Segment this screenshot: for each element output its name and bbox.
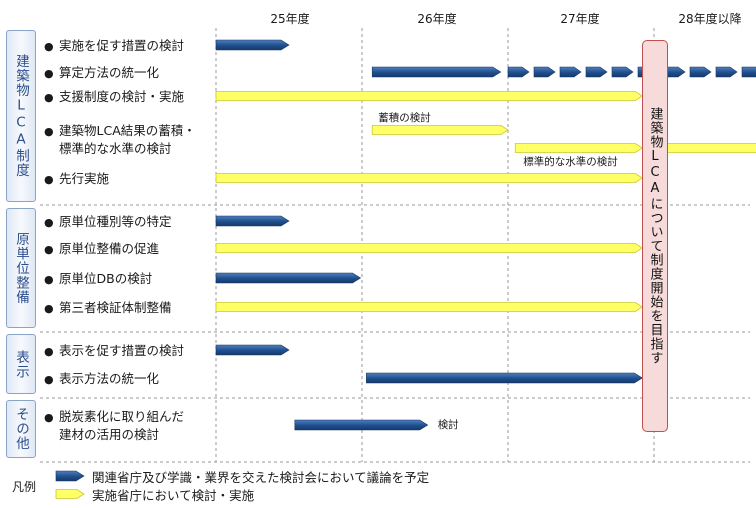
category-label: 建築物LCA制度 (13, 54, 29, 178)
task-label-line: ● 実施を促す措置の検討 (44, 37, 184, 55)
bullet-icon: ● (44, 372, 54, 386)
task-text: 実施を促す措置の検討 (59, 37, 185, 53)
category-box: 表示 (6, 334, 36, 394)
schedule-bar (366, 372, 643, 384)
task-label-line: ● 原単位整備の促進 (44, 240, 159, 258)
category-label: 原単位整備 (13, 231, 29, 305)
task-label: ● 原単位DBの検討 (44, 270, 152, 288)
task-text: 算定方法の統一化 (59, 64, 160, 80)
year-label: 28年度以降 (678, 12, 742, 26)
task-text: 標準的な水準の検討 (59, 141, 172, 156)
schedule-bar (514, 143, 644, 153)
task-label-line: ● 算定方法の統一化 (44, 64, 159, 82)
bar-note: 標準的な水準の検討 (523, 156, 618, 168)
schedule-bar (665, 143, 756, 153)
schedule-bar (215, 272, 362, 284)
year-label: 27年度 (560, 12, 600, 26)
goal-text: 建築物LCAについて制度開始を目指す (647, 107, 663, 365)
task-text: 建築物LCA結果の蓄積・ (59, 123, 196, 138)
task-label: ● 第三者検証体制整備 (44, 299, 172, 317)
task-label-line: ● 表示方法の統一化 (44, 370, 159, 388)
task-label: ● 原単位整備の促進 (44, 240, 159, 258)
task-label: ● 表示を促す措置の検討 (44, 342, 184, 360)
legend-title: 凡例 (12, 480, 37, 494)
schedule-bar (215, 39, 290, 51)
category-box: その他 (6, 400, 36, 458)
bullet-icon: ● (44, 90, 54, 104)
schedule-bar (507, 66, 756, 78)
task-label: ● 原単位種別等の特定 (44, 213, 172, 231)
legend-swatch (55, 470, 85, 482)
task-label-line: ● 脱炭素化に取り組んだ (44, 408, 184, 426)
category-box: 原単位整備 (6, 208, 36, 328)
schedule-bar (215, 243, 644, 253)
task-text: 第三者検証体制整備 (59, 299, 172, 315)
goal-box: 建築物LCAについて制度開始を目指す (642, 40, 668, 432)
bullet-icon: ● (44, 301, 54, 315)
category-label: 表示 (13, 349, 29, 379)
task-label-line: 標準的な水準の検討 (44, 140, 196, 157)
task-label: ● 実施を促す措置の検討 (44, 37, 184, 55)
bullet-icon: ● (44, 172, 54, 186)
task-text: 原単位整備の促進 (59, 240, 160, 256)
bullet-icon: ● (44, 242, 54, 256)
schedule-bar (215, 215, 290, 227)
legend-text: 関連省庁及び学識・業界を交えた検討会において議論を予定 (92, 470, 430, 485)
bullet-icon: ● (44, 272, 54, 286)
schedule-bar (215, 173, 644, 183)
task-text: 先行実施 (59, 170, 110, 186)
year-label: 25年度 (270, 12, 310, 26)
legend-swatch (55, 489, 85, 499)
task-label: ● 算定方法の統一化 (44, 64, 159, 82)
task-label: ● 支援制度の検討・実施 (44, 88, 184, 106)
schedule-bar (215, 302, 644, 312)
task-label: ● 建築物LCA結果の蓄積・ 標準的な水準の検討 (44, 122, 196, 157)
task-text: 建材の活用の検討 (59, 427, 160, 442)
schedule-bar (215, 344, 290, 356)
bullet-icon: ● (44, 66, 54, 80)
task-label-line: 建材の活用の検討 (44, 426, 184, 443)
bullet-icon: ● (44, 125, 54, 138)
task-label-line: ● 支援制度の検討・実施 (44, 88, 184, 106)
bullet-icon: ● (44, 215, 54, 229)
task-label-line: ● 建築物LCA結果の蓄積・ (44, 122, 196, 140)
task-text: 脱炭素化に取り組んだ (59, 409, 185, 424)
task-text: 表示方法の統一化 (59, 370, 160, 386)
bullet-icon: ● (44, 411, 54, 424)
schedule-bar (294, 419, 429, 431)
bullet-icon: ● (44, 344, 54, 358)
task-label-line: ● 先行実施 (44, 170, 109, 188)
schedule-bar (215, 91, 644, 101)
category-label: その他 (13, 407, 29, 451)
bullet-icon: ● (44, 39, 54, 53)
bar-note: 蓄積の検討 (378, 112, 431, 124)
task-label-line: ● 原単位DBの検討 (44, 270, 152, 288)
task-text: 原単位DBの検討 (59, 270, 153, 286)
task-label: ● 表示方法の統一化 (44, 370, 159, 388)
year-label: 26年度 (417, 12, 457, 26)
legend-text: 実施省庁において検討・実施 (92, 488, 255, 503)
task-label: ● 脱炭素化に取り組んだ 建材の活用の検討 (44, 408, 184, 443)
task-label-line: ● 第三者検証体制整備 (44, 299, 172, 317)
task-label: ● 先行実施 (44, 170, 109, 188)
bar-note: 検討 (437, 419, 459, 431)
task-text: 表示を促す措置の検討 (59, 342, 185, 358)
task-label-line: ● 原単位種別等の特定 (44, 213, 172, 231)
task-label-line: ● 表示を促す措置の検討 (44, 342, 184, 360)
schedule-bar (371, 125, 509, 135)
category-box: 建築物LCA制度 (6, 30, 36, 202)
task-text: 支援制度の検討・実施 (59, 88, 185, 104)
task-text: 原単位種別等の特定 (59, 213, 172, 229)
schedule-bar (371, 66, 502, 78)
